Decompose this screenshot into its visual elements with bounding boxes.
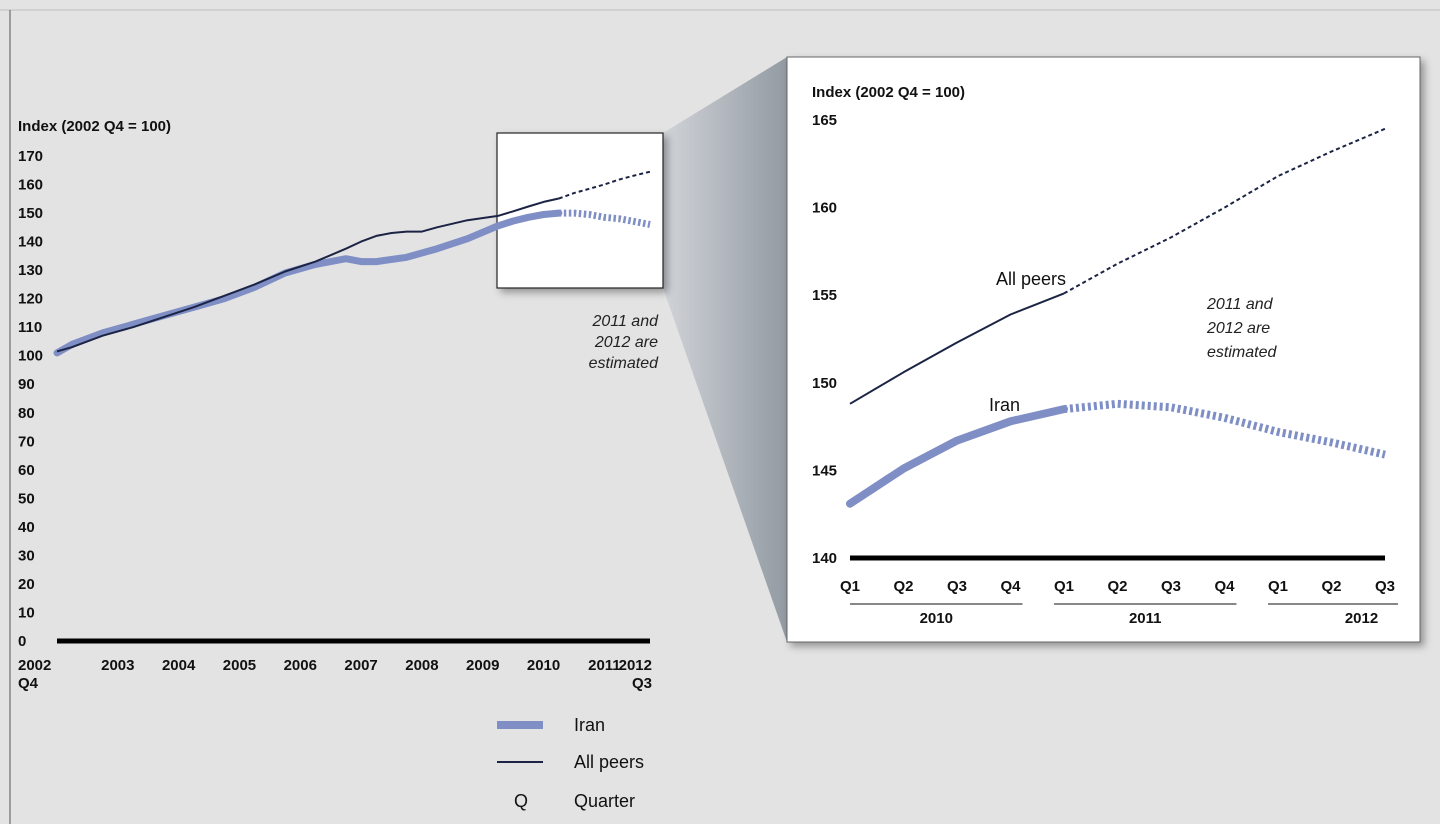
inset-x-tick-label: Q4 bbox=[1214, 578, 1235, 595]
main-estimate-note: estimated bbox=[589, 355, 659, 372]
inset-estimate-note: 2012 are bbox=[1206, 320, 1270, 337]
main-y-tick-label: 100 bbox=[18, 348, 43, 365]
main-y-tick-label: 80 bbox=[18, 405, 35, 422]
main-y-tick-label: 60 bbox=[18, 462, 35, 479]
main-y-tick-label: 110 bbox=[18, 319, 42, 336]
legend-all-peers-label: All peers bbox=[574, 752, 644, 772]
inset-y-tick-label: 150 bbox=[812, 375, 837, 392]
main-x-tick-label: 2010 bbox=[527, 657, 560, 674]
inset-y-tick-label: 140 bbox=[812, 550, 837, 567]
legend-iran-label: Iran bbox=[574, 715, 605, 735]
main-y-tick-label: 50 bbox=[18, 490, 35, 507]
zoom-projection bbox=[663, 57, 787, 642]
main-series-iran-estimate bbox=[558, 209, 651, 228]
inset-series-label-all-peers: All peers bbox=[996, 269, 1066, 289]
main-y-tick-label: 40 bbox=[18, 519, 35, 536]
inset-x-tick-label: Q3 bbox=[1161, 578, 1181, 595]
inset-series-label-iran: Iran bbox=[989, 395, 1020, 415]
main-series-all-peers-line bbox=[56, 197, 560, 353]
inset-y-tick-label: 160 bbox=[812, 200, 837, 217]
inset-x-tick-label: Q2 bbox=[1107, 578, 1127, 595]
main-x-tick-sublabel: Q4 bbox=[18, 675, 39, 692]
main-x-tick-label: 2007 bbox=[344, 657, 377, 674]
main-y-tick-label: 160 bbox=[18, 177, 43, 194]
main-y-tick-label: 30 bbox=[18, 547, 35, 564]
inset-x-tick-label: Q2 bbox=[893, 578, 913, 595]
main-x-tick-label: 2011 bbox=[588, 657, 621, 674]
main-x-tick-label: 2009 bbox=[466, 657, 499, 674]
inset-chart: Index (2002 Q4 = 100) 140 145 150 155 160 165 Q… bbox=[786, 56, 1421, 643]
main-y-tick-label: 20 bbox=[18, 576, 35, 593]
main-chart: Index (2002 Q4 = 100) 0 10 20 30 40 50 60 70 80 90… bbox=[18, 118, 664, 692]
inset-x-tick-label: Q1 bbox=[1268, 578, 1288, 595]
main-series-iran-line bbox=[53, 209, 563, 357]
main-y-tick-label: 150 bbox=[18, 205, 43, 222]
legend: Iran All peers Q Quarter bbox=[497, 715, 644, 811]
main-y-tick-label: 120 bbox=[18, 291, 43, 308]
inset-panel bbox=[786, 56, 1421, 643]
inset-x-tick-label: Q3 bbox=[947, 578, 967, 595]
inset-y-tick-label: 145 bbox=[812, 462, 837, 479]
main-x-tick-label: 2004 bbox=[162, 657, 196, 674]
legend-quarter-symbol: Q bbox=[514, 791, 528, 811]
main-estimate-note: 2011 and bbox=[591, 313, 659, 330]
main-estimate-note: 2012 are bbox=[594, 334, 658, 351]
inset-y-tick-label: 155 bbox=[812, 287, 837, 304]
inset-series-iran-line bbox=[846, 405, 1068, 508]
inset-series-all-peers-estimate bbox=[1063, 127, 1386, 295]
zoom-connector bbox=[663, 57, 787, 642]
main-x-tick-sublabel: Q3 bbox=[632, 675, 652, 692]
inset-year-group-label: 2010 bbox=[920, 610, 953, 627]
main-x-tick-label: 2002 bbox=[18, 657, 51, 674]
inset-y-tick-label: 165 bbox=[812, 112, 837, 129]
main-y-tick-label: 10 bbox=[18, 604, 35, 621]
inset-x-tick-label: Q1 bbox=[1054, 578, 1074, 595]
inset-x-tick-label: Q4 bbox=[1000, 578, 1021, 595]
main-y-tick-label: 90 bbox=[18, 376, 35, 393]
inset-estimate-note: estimated bbox=[1207, 344, 1277, 361]
inset-estimate-note: 2011 and bbox=[1206, 296, 1274, 313]
inset-series-all-peers-line bbox=[849, 292, 1065, 405]
legend-quarter-label: Quarter bbox=[574, 791, 635, 811]
main-y-tick-label: 170 bbox=[18, 148, 43, 165]
main-y-tick-label: 70 bbox=[18, 433, 35, 450]
inset-x-tick-label: Q1 bbox=[840, 578, 860, 595]
main-x-tick-label: 2012 bbox=[619, 657, 652, 674]
main-x-tick-label: 2008 bbox=[405, 657, 438, 674]
main-y-tick-label: 130 bbox=[18, 262, 43, 279]
inset-year-group-label: 2012 bbox=[1345, 610, 1378, 627]
main-series-all-peers-estimate bbox=[558, 170, 651, 200]
main-x-tick-label: 2005 bbox=[223, 657, 256, 674]
main-y-tick-label: 0 bbox=[18, 633, 26, 650]
main-y-tick-label: 140 bbox=[18, 234, 43, 251]
inset-x-tick-label: Q2 bbox=[1321, 578, 1341, 595]
inset-y-axis-title: Index (2002 Q4 = 100) bbox=[812, 84, 965, 101]
inset-year-group-label: 2011 bbox=[1129, 610, 1162, 627]
main-y-axis-title: Index (2002 Q4 = 100) bbox=[18, 118, 171, 135]
inset-series-iran-estimate bbox=[1063, 399, 1386, 459]
main-x-tick-label: 2006 bbox=[284, 657, 317, 674]
main-x-tick-label: 2003 bbox=[101, 657, 134, 674]
inset-x-tick-label: Q3 bbox=[1375, 578, 1395, 595]
